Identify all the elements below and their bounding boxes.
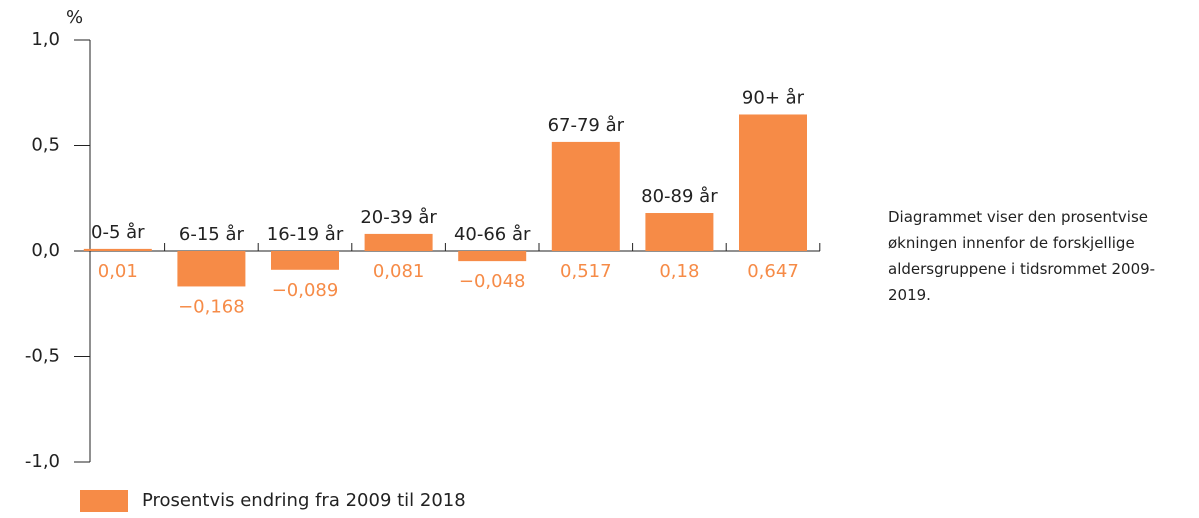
legend-swatch [80,490,128,512]
bar [83,248,152,251]
category-label: 40-66 år [454,224,531,245]
y-tick-label: 0,5 [31,135,60,156]
category-label: 6-15 år [179,224,245,245]
legend-label: Prosentvis endring fra 2009 til 2018 [142,490,466,511]
annotation: Diagrammet viser den prosentvise økninge… [888,208,1156,304]
bar [645,213,714,251]
bar [739,114,807,251]
value-label: −0,168 [178,296,245,317]
y-tick-label: -1,0 [25,451,60,472]
value-label: 0,081 [373,261,425,282]
category-label: 0-5 år [91,222,145,243]
y-axis-label: % [66,7,83,28]
value-label: 0,517 [560,261,612,282]
bar [271,251,339,270]
y-tick-label: 1,0 [31,29,60,50]
category-label: 67-79 år [548,115,625,136]
value-label: −0,048 [459,271,526,292]
category-label: 80-89 år [641,186,718,207]
chart: % 1,0 0,5 0,0 -0,5 -1,0 0-5 år 0,01 6-15 år −0,1… [25,7,821,512]
value-label: 0,01 [98,261,138,282]
value-label: 0,18 [659,261,699,282]
bar [551,141,620,251]
value-label: −0,089 [272,280,339,301]
bar [177,251,246,287]
y-tick-label: 0,0 [31,240,60,261]
y-tick-label: -0,5 [25,346,60,367]
bar [458,251,527,262]
value-label: 0,647 [747,261,799,282]
category-label: 16-19 år [267,224,344,245]
bar [364,233,433,251]
category-label: 90+ år [742,87,805,108]
category-label: 20-39 år [360,207,437,228]
